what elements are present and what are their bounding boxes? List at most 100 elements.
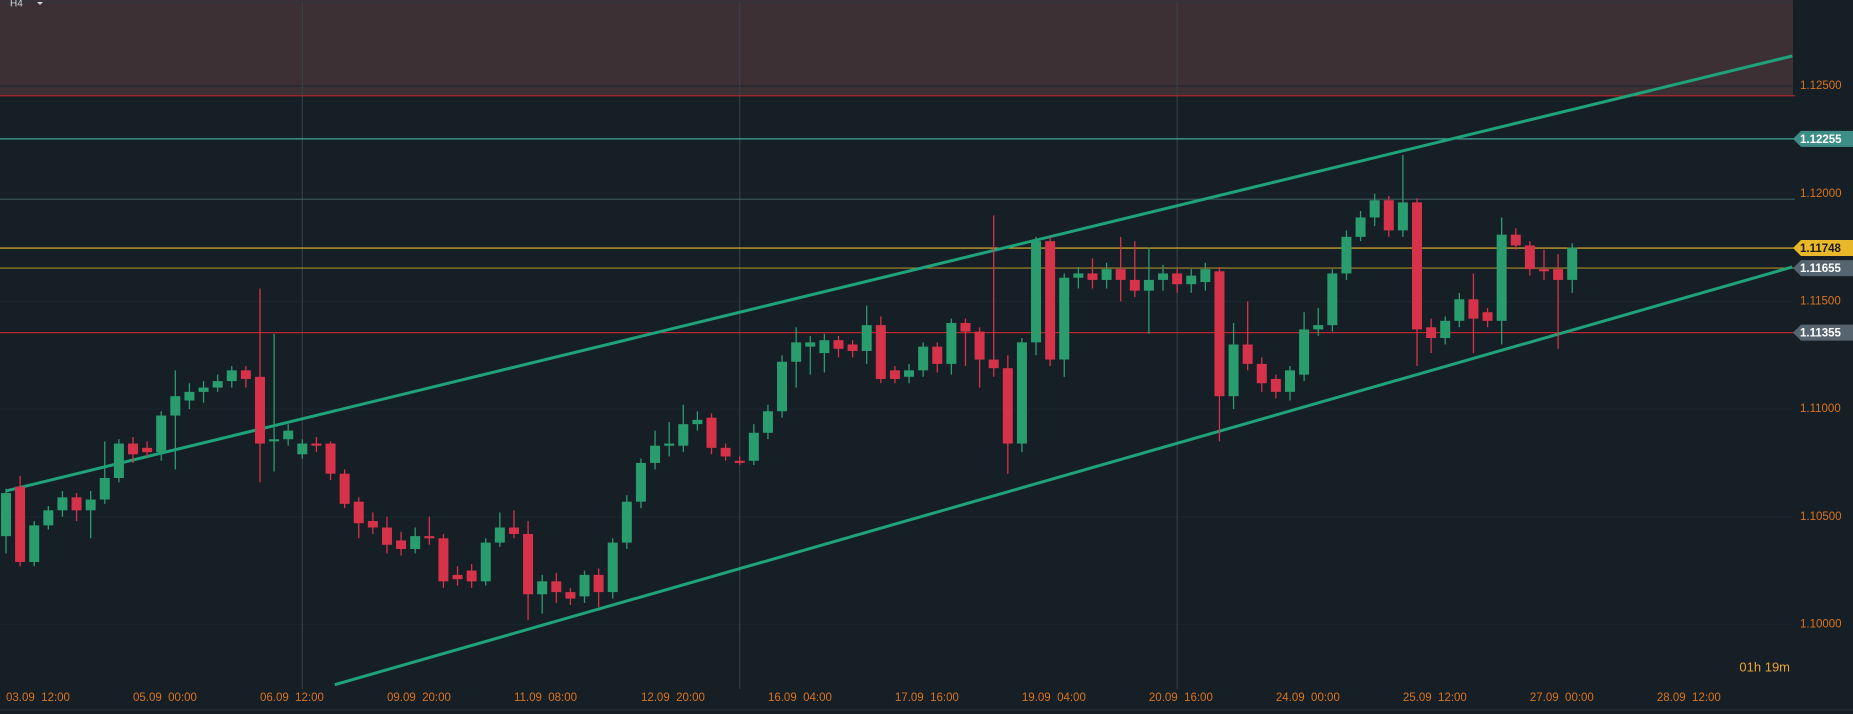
candle-body <box>678 424 689 446</box>
candle-body <box>240 370 251 379</box>
price-tag <box>1793 240 1853 257</box>
y-tick-label: 1.12000 <box>1800 188 1842 200</box>
candle-body <box>99 477 110 500</box>
candle-body <box>1228 344 1239 397</box>
candle-body <box>71 497 82 511</box>
candle-body <box>664 443 675 446</box>
candle-body <box>1567 247 1578 280</box>
candle-body <box>1115 269 1126 280</box>
x-tick-label: 17.09 16:00 <box>895 692 959 704</box>
price-tag-label: 1.12255 <box>1800 134 1842 146</box>
candle-body <box>1016 342 1027 444</box>
candle-body <box>847 344 858 351</box>
candle-body <box>819 340 830 354</box>
candle-body <box>974 331 985 360</box>
candle-body <box>1341 236 1352 274</box>
candle-body <box>1355 217 1366 237</box>
timeframe[interactable]: H4 <box>10 0 23 10</box>
x-tick-label: 16.09 04:00 <box>768 692 832 704</box>
candle-body <box>565 592 576 599</box>
plot-area <box>0 0 1795 689</box>
candle-body <box>904 370 915 377</box>
candle-body <box>1412 202 1422 330</box>
x-tick-label: 19.09 04:00 <box>1022 692 1086 704</box>
candle-body <box>1468 299 1479 319</box>
x-tick-label: 28.09 12:00 <box>1657 692 1721 704</box>
candle-body <box>988 359 999 369</box>
y-tick-label: 1.10000 <box>1800 618 1842 630</box>
candle-body <box>29 525 40 562</box>
candle-body <box>777 361 788 412</box>
candle-body <box>1256 363 1267 384</box>
candle-body <box>1369 200 1380 218</box>
candle-body <box>254 376 265 444</box>
candle-body <box>142 447 153 453</box>
candle-body <box>791 342 802 362</box>
candle-body <box>1426 327 1437 339</box>
price-tag <box>1793 260 1853 277</box>
candle-body <box>889 370 900 379</box>
candle-body <box>198 387 209 392</box>
candle-body <box>1 493 11 537</box>
candle-body <box>269 439 280 442</box>
candle-body <box>621 501 632 543</box>
candle-body <box>410 536 421 550</box>
candle-body <box>156 415 167 453</box>
candle-body <box>1285 370 1296 392</box>
candle-body <box>1186 275 1197 285</box>
x-tick-label: 20.09 16:00 <box>1149 692 1213 704</box>
candle-body <box>875 325 886 379</box>
candle-body <box>650 445 661 463</box>
y-tick-label: 1.11000 <box>1800 403 1841 415</box>
candle-body <box>1299 329 1310 375</box>
candle-body <box>438 538 449 582</box>
candle-body <box>833 340 844 349</box>
candle-body <box>396 540 407 550</box>
candle-body <box>311 443 322 446</box>
candle-body <box>1031 241 1042 343</box>
candle-body <box>720 447 731 457</box>
x-tick-label: 09.09 20:00 <box>387 692 451 704</box>
candle-body <box>593 574 604 593</box>
candle-body <box>1200 269 1211 283</box>
candle-body <box>748 432 759 461</box>
candle-body <box>1313 325 1324 330</box>
candle-body <box>1524 245 1535 270</box>
candle-body <box>551 581 562 593</box>
candle-body <box>1073 273 1084 278</box>
x-tick-label: 03.09 12:00 <box>6 692 70 704</box>
candle-body <box>762 411 773 433</box>
candle-body <box>692 419 703 425</box>
candle-body <box>1214 271 1225 397</box>
y-tick-label: 1.12500 <box>1800 80 1842 92</box>
trend-line <box>5 54 1793 493</box>
candle-body <box>381 527 392 545</box>
candle-body <box>452 574 463 580</box>
candle-body <box>1059 277 1070 360</box>
dropdown-arrow[interactable] <box>37 2 43 5</box>
candle-body <box>1538 269 1549 272</box>
candle-body <box>57 497 68 511</box>
price-tag-label: 1.11748 <box>1800 243 1842 255</box>
candle-body <box>85 499 96 511</box>
y-tick-label: 1.10500 <box>1800 511 1842 523</box>
candle-body <box>1129 279 1140 291</box>
candle-body <box>805 342 816 347</box>
resistance-zone <box>0 0 1793 96</box>
candle-body <box>1172 273 1183 285</box>
candle-body <box>918 346 929 371</box>
candle-body <box>226 370 237 382</box>
x-tick-label: 11.09 08:00 <box>514 692 577 704</box>
candle-body <box>15 486 26 562</box>
candle-body <box>1383 200 1394 231</box>
candle-body <box>635 462 646 502</box>
candle-body <box>127 443 138 455</box>
candle-body <box>1327 273 1338 326</box>
candle-body <box>706 417 717 448</box>
candle-body <box>339 473 350 504</box>
y-tick-label: 1.11500 <box>1800 295 1841 307</box>
x-tick-label: 12.09 20:00 <box>641 692 705 704</box>
candle-body <box>1270 378 1281 392</box>
trend-line <box>334 265 1793 687</box>
candle-body <box>297 443 308 455</box>
